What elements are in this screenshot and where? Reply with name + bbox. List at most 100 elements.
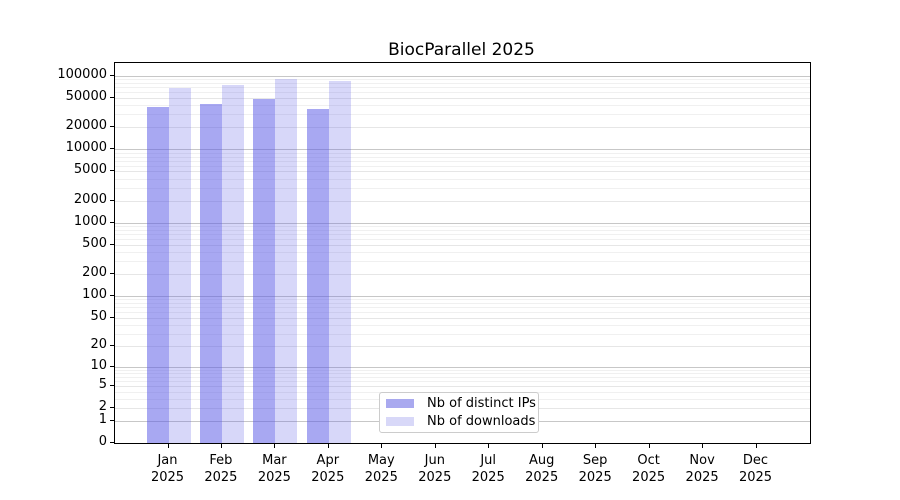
- minor-gridline: [115, 114, 810, 116]
- bar-distinct-ips-mar-2025: [253, 99, 276, 443]
- y-tick-label: 100: [82, 286, 107, 302]
- legend-label-downloads: Nb of downloads: [427, 413, 536, 429]
- bar-distinct-ips-feb-2025: [199, 103, 222, 443]
- x-tick-label: Nov 2025: [685, 453, 719, 485]
- x-tick-mark: [648, 444, 650, 448]
- major-gridline: [115, 366, 810, 368]
- y-tick-label: 2000: [73, 191, 107, 207]
- y-tick-label: 50: [90, 308, 107, 324]
- y-tick-label: 500: [82, 235, 107, 251]
- x-tick-mark: [541, 444, 543, 448]
- minor-gridline: [115, 376, 810, 378]
- minor-gridline: [115, 381, 810, 382]
- x-tick-label: Mar 2025: [257, 453, 291, 485]
- tick-gridline: [115, 385, 810, 387]
- x-tick-label: Jul 2025: [471, 453, 505, 485]
- major-gridline: [115, 222, 810, 224]
- y-tick-label: 0: [98, 434, 107, 449]
- tick-gridline: [115, 317, 810, 319]
- tick-gridline: [115, 200, 810, 202]
- legend-swatch-downloads-icon: [386, 416, 414, 426]
- minor-gridline: [115, 165, 810, 167]
- chart-title: BiocParallel 2025: [388, 40, 535, 60]
- y-tick-label: 10000: [65, 140, 107, 156]
- y-tick-mark: [110, 126, 114, 128]
- y-tick-mark: [110, 316, 114, 318]
- x-tick-mark: [434, 444, 436, 448]
- legend-swatch-distinct-ips-icon: [386, 399, 414, 409]
- minor-gridline: [115, 87, 810, 89]
- minor-gridline: [115, 239, 810, 240]
- tick-gridline: [115, 127, 810, 129]
- y-tick-label: 200: [82, 264, 107, 280]
- x-tick-label: Sep 2025: [578, 453, 612, 485]
- x-tick-mark: [274, 444, 276, 448]
- legend-item-downloads: Nb of downloads: [386, 413, 536, 429]
- y-tick-label: 1: [98, 411, 107, 427]
- y-tick-label: 100000: [57, 66, 107, 82]
- y-tick-mark: [110, 384, 114, 386]
- y-tick-label: 5: [98, 376, 107, 392]
- x-tick-mark: [488, 444, 490, 448]
- minor-gridline: [115, 333, 810, 335]
- minor-gridline: [115, 160, 810, 162]
- bar-downloads-mar-2025: [275, 78, 298, 443]
- legend-item-distinct-ips: Nb of distinct IPs: [386, 396, 536, 411]
- y-tick-mark: [110, 344, 114, 346]
- x-tick-label: Jan 2025: [150, 453, 185, 485]
- y-tick-label: 50000: [65, 89, 107, 104]
- minor-gridline: [115, 105, 810, 107]
- x-tick-mark: [755, 444, 757, 448]
- major-gridline: [115, 295, 810, 297]
- x-tick-mark: [220, 444, 222, 448]
- x-tick-mark: [702, 444, 704, 448]
- major-gridline: [115, 75, 810, 77]
- minor-gridline: [115, 226, 810, 228]
- tick-gridline: [115, 171, 810, 173]
- y-tick-mark: [110, 442, 114, 443]
- tick-gridline: [115, 244, 810, 246]
- x-tick-label: Aug 2025: [525, 453, 559, 485]
- x-tick-label: May 2025: [364, 453, 398, 485]
- minor-gridline: [115, 324, 810, 326]
- tick-gridline: [115, 345, 810, 347]
- bar-downloads-feb-2025: [221, 84, 244, 443]
- minor-gridline: [115, 372, 810, 374]
- major-gridline: [115, 149, 810, 151]
- y-tick-mark: [110, 148, 114, 150]
- bar-downloads-apr-2025: [328, 80, 351, 443]
- minor-gridline: [115, 187, 810, 189]
- minor-gridline: [115, 229, 810, 231]
- minor-gridline: [115, 261, 810, 262]
- minor-gridline: [115, 234, 810, 236]
- minor-gridline: [115, 251, 810, 253]
- bar-downloads-jan-2025: [168, 88, 191, 443]
- y-tick-mark: [110, 97, 114, 98]
- y-tick-mark: [110, 272, 114, 274]
- y-tick-label: 20000: [65, 118, 107, 134]
- tick-gridline: [115, 98, 810, 99]
- y-tick-mark: [110, 170, 114, 172]
- minor-gridline: [115, 152, 810, 154]
- x-tick-label: Oct 2025: [632, 453, 666, 485]
- tick-gridline: [115, 273, 810, 275]
- x-tick-label: Feb 2025: [204, 453, 238, 485]
- x-tick-label: Apr 2025: [311, 453, 345, 485]
- y-tick-mark: [110, 294, 114, 296]
- minor-gridline: [115, 311, 810, 313]
- y-tick-label: 1000: [73, 213, 107, 229]
- y-tick-label: 20: [90, 336, 107, 352]
- plot-area: [114, 62, 811, 444]
- x-tick-mark: [167, 444, 169, 448]
- y-tick-label: 5000: [73, 162, 107, 178]
- x-tick-label: Jun 2025: [418, 453, 452, 485]
- x-tick-label: Dec 2025: [738, 453, 773, 485]
- minor-gridline: [115, 83, 810, 84]
- y-tick-label: 10: [90, 357, 107, 373]
- minor-gridline: [115, 156, 810, 158]
- y-tick-mark: [110, 407, 114, 408]
- minor-gridline: [115, 79, 810, 81]
- y-tick-mark: [110, 419, 114, 421]
- minor-gridline: [115, 307, 810, 309]
